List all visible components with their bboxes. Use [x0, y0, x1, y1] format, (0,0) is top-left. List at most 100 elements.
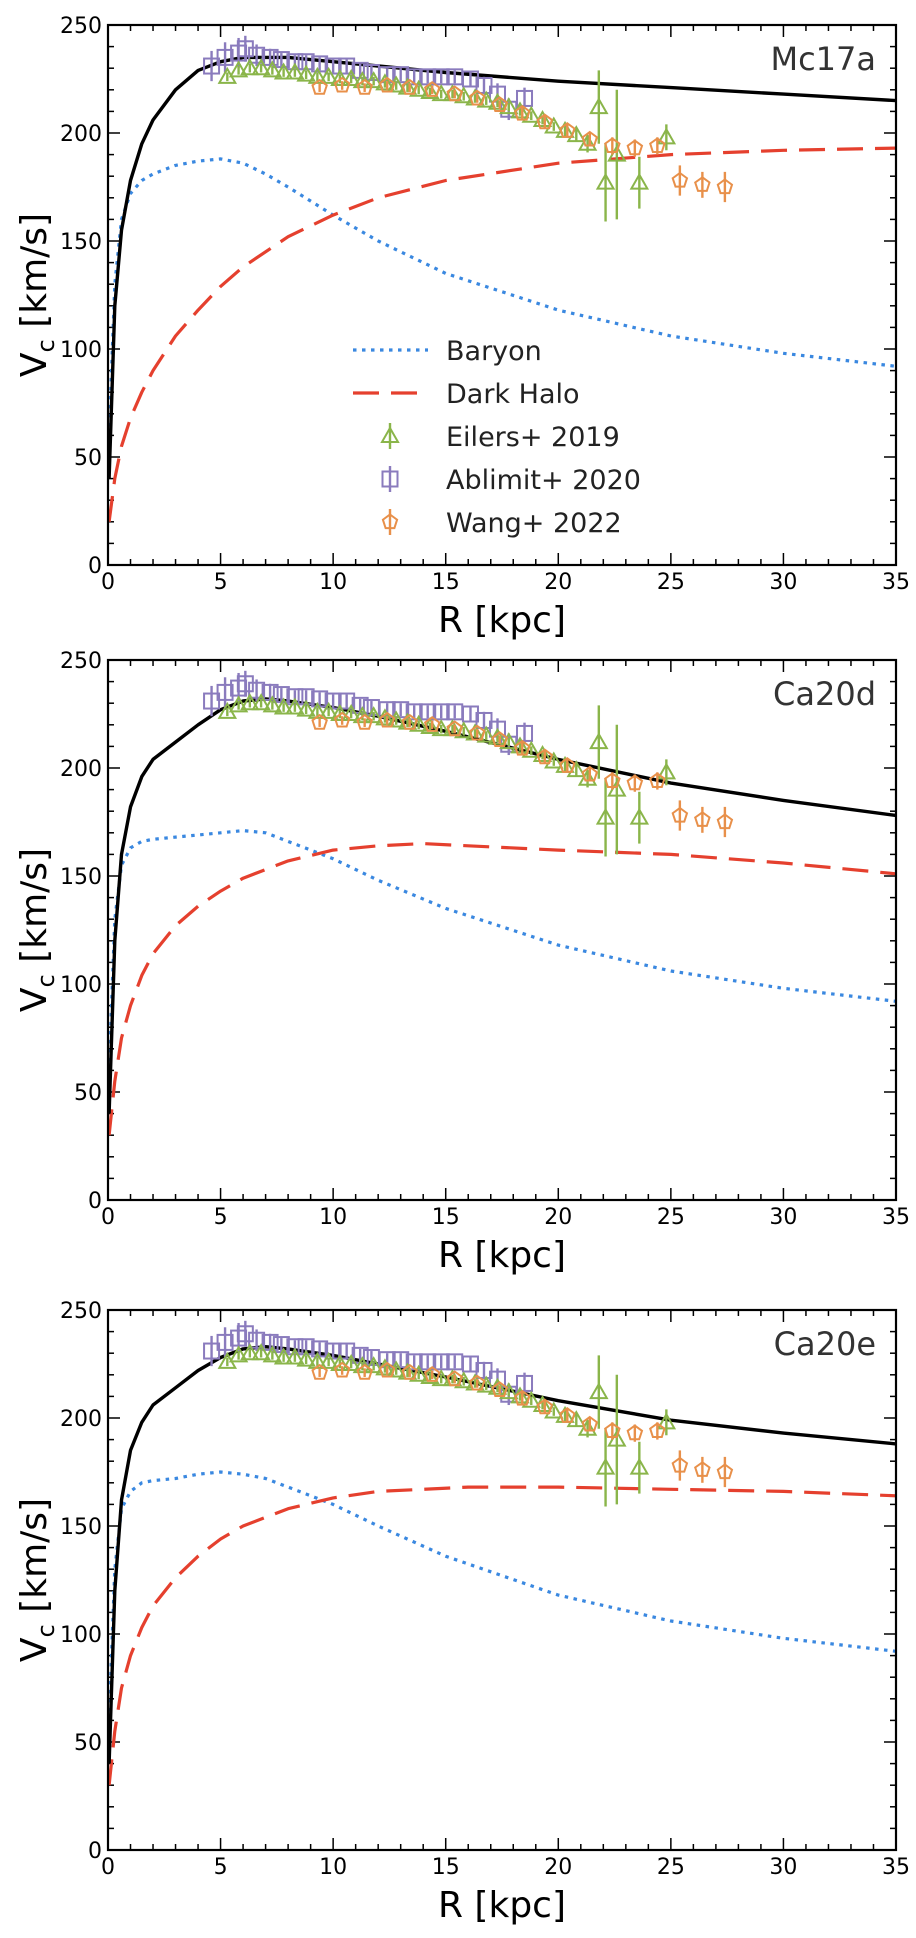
data-point-eilers [318, 66, 339, 84]
data-point-wang [311, 713, 328, 730]
y-tick-label: 150 [60, 230, 102, 255]
y-tick-label: 50 [74, 1081, 102, 1106]
data-point-eilers [656, 127, 677, 145]
data-point-wang [581, 1415, 599, 1432]
data-point-eilers [341, 68, 361, 86]
data-point-ablimit [203, 692, 221, 710]
data-point-wang [491, 731, 509, 747]
data-point-wang [649, 137, 666, 153]
legend-label-eilers: Eilers+ 2019 [446, 422, 620, 453]
legend-label-wang: Wang+ 2022 [446, 508, 622, 539]
data-point-ablimit [461, 70, 479, 88]
data-point-eilers [273, 697, 294, 715]
y-axis-label-subscript: c [32, 974, 60, 987]
data-point-eilers [240, 1343, 260, 1361]
data-point-ablimit [516, 89, 534, 107]
series-line-halo [108, 146, 896, 523]
x-tick-label: 0 [101, 1205, 115, 1230]
data-point-eilers [228, 695, 249, 713]
data-point-eilers [656, 1412, 677, 1430]
data-point-eilers [262, 695, 283, 713]
data-point-wang [536, 748, 554, 765]
data-point-eilers [656, 762, 677, 780]
legend-label-baryon: Baryon [446, 336, 542, 367]
x-tick-label: 35 [882, 1855, 910, 1880]
data-point-eilers [341, 703, 361, 721]
y-axis-label: Vc [km/s] [14, 848, 60, 1012]
data-point-eilers [386, 1360, 406, 1378]
data-point-wang [671, 806, 689, 823]
data-point-eilers [595, 807, 616, 825]
data-point-ablimit [461, 1355, 479, 1373]
data-point-eilers [629, 1457, 650, 1475]
data-point-wang [333, 711, 351, 728]
y-tick-label: 250 [60, 14, 102, 39]
plot-frame [106, 1308, 898, 1852]
data-point-eilers [273, 62, 294, 80]
x-tick-label: 15 [432, 570, 460, 595]
data-point-wang [378, 76, 396, 93]
data-point-wang [401, 78, 418, 95]
data-point-wang [446, 85, 464, 102]
legend-label-halo: Dark Halo [446, 379, 580, 410]
data-point-eilers [589, 732, 609, 750]
data-point-eilers [363, 71, 384, 89]
x-tick-label: 25 [657, 1855, 685, 1880]
x-axis-label: R [kpc] [438, 600, 566, 641]
data-point-ablimit [236, 1325, 254, 1343]
panel-label: Ca20e [774, 1325, 876, 1363]
x-tick-label: 35 [882, 570, 910, 595]
y-axis-label-unit: [km/s] [14, 848, 55, 974]
data-point-wang [491, 96, 509, 112]
data-point-ablimit [324, 692, 342, 710]
y-tick-label: 250 [60, 1299, 102, 1324]
data-point-eilers [285, 1347, 305, 1365]
series-line-total [108, 55, 896, 479]
y-axis-label-unit: [km/s] [14, 213, 55, 339]
data-point-ablimit [216, 48, 234, 66]
data-point-eilers [273, 1347, 294, 1365]
x-tick-label: 10 [319, 1205, 347, 1230]
data-point-eilers [228, 1345, 249, 1363]
y-tick-label: 50 [74, 446, 102, 471]
data-point-eilers [386, 710, 406, 728]
model-curves [108, 55, 896, 523]
y-axis-label-symbol: V [14, 352, 55, 377]
data-point-ablimit [419, 1353, 437, 1371]
x-tick-label: 10 [319, 570, 347, 595]
data-point-wang [468, 724, 486, 741]
y-tick-label: 150 [60, 1515, 102, 1540]
data-point-eilers [285, 62, 305, 80]
x-tick-label: 0 [101, 1855, 115, 1880]
data-point-wang [694, 176, 711, 192]
data-point-eilers [251, 58, 271, 76]
data-point-eilers [251, 1343, 271, 1361]
data-point-ablimit [338, 57, 356, 75]
data-point-wang [581, 130, 599, 147]
plot-frame [106, 658, 898, 1202]
data-point-wang [446, 1370, 464, 1387]
data-point-wang [333, 76, 351, 93]
data-point-eilers [262, 60, 283, 78]
data-point-eilers [262, 1345, 283, 1363]
obs-series-wang [311, 711, 734, 838]
data-point-wang [649, 772, 666, 788]
data-point-wang [604, 772, 621, 788]
data-point-ablimit [297, 53, 315, 71]
data-point-wang [468, 89, 486, 106]
x-tick-label: 5 [214, 570, 228, 595]
data-point-ablimit [475, 1361, 493, 1379]
data-point-eilers [251, 693, 271, 711]
data-point-wang [536, 1398, 554, 1415]
y-tick-label: 0 [88, 1189, 102, 1214]
data-point-ablimit [338, 692, 356, 710]
legend-marker-eilers [380, 425, 400, 443]
x-tick-label: 30 [769, 570, 797, 595]
data-point-ablimit [392, 701, 410, 719]
plot-frame [106, 23, 898, 567]
data-point-eilers [318, 1351, 339, 1369]
data-point-ablimit [475, 711, 493, 729]
data-point-ablimit [297, 688, 315, 706]
x-tick-label: 25 [657, 570, 685, 595]
